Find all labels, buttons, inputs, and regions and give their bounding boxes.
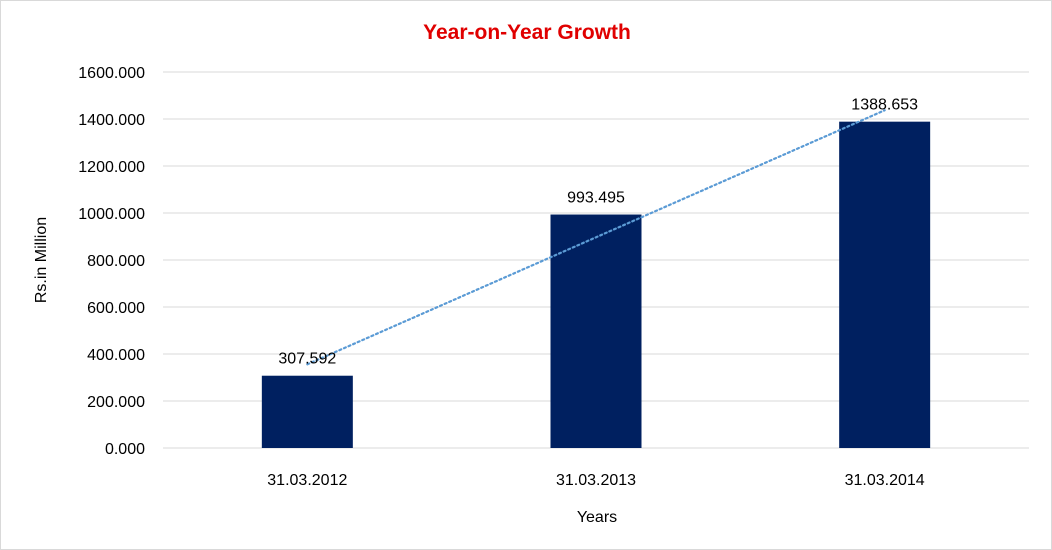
- y-tick-label: 200.000: [87, 394, 145, 411]
- trendline-group: [306, 109, 886, 366]
- bar-2: [550, 214, 642, 448]
- bars: [261, 121, 931, 449]
- y-axis-title: Rs.in Million: [33, 217, 50, 303]
- x-axis-title: Years: [577, 509, 617, 526]
- chart-title: Year-on-Year Growth: [423, 21, 631, 44]
- y-axis-ticks: 0.000 200.000 400.000 600.000 800.000 1000.00…: [78, 65, 145, 458]
- y-tick-label: 1200.000: [78, 159, 145, 176]
- y-tick-label: 400.000: [87, 347, 145, 364]
- y-tick-label: 1400.000: [78, 112, 145, 129]
- data-labels: 307.592 993.495 1388.653: [278, 97, 918, 368]
- data-label: 1388.653: [851, 97, 918, 114]
- trendline: [306, 109, 886, 366]
- x-tick-label: 31.03.2014: [845, 472, 925, 489]
- bar-1: [261, 375, 353, 448]
- y-tick-label: 0.000: [105, 441, 145, 458]
- y-tick-label: 800.000: [87, 253, 145, 270]
- y-tick-label: 600.000: [87, 300, 145, 317]
- data-label: 993.495: [567, 190, 625, 207]
- x-tick-label: 31.03.2012: [267, 472, 347, 489]
- data-label: 307.592: [278, 351, 336, 368]
- x-axis-ticks: 31.03.2012 31.03.2013 31.03.2014: [267, 472, 925, 489]
- bar-3: [839, 121, 931, 449]
- x-tick-label: 31.03.2013: [556, 472, 636, 489]
- y-tick-label: 1600.000: [78, 65, 145, 82]
- y-tick-label: 1000.000: [78, 206, 145, 223]
